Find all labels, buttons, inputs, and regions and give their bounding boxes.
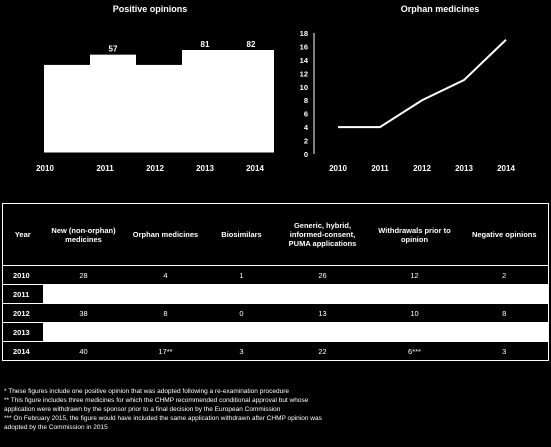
- header-orphan-medicines: Orphan medicines: [132, 230, 199, 239]
- bar: [44, 64, 90, 152]
- table-cell: 8: [163, 308, 168, 318]
- table-cell: 3: [502, 346, 507, 356]
- y-tick-label: 18: [300, 29, 308, 38]
- row-year: 2012: [13, 308, 30, 318]
- table-cell: 4: [163, 270, 168, 280]
- y-tick-label: 16: [300, 42, 308, 51]
- table-cell: 0: [239, 308, 244, 318]
- bar: [136, 64, 182, 152]
- bar: [182, 50, 228, 152]
- x-tick-label: 2014: [497, 164, 515, 173]
- table-row: 2012 38 8 0 13 10 8: [2, 304, 549, 323]
- table-row: 2013: [2, 322, 549, 342]
- y-tick-label: 12: [300, 69, 308, 78]
- table-cell: 1: [239, 270, 244, 280]
- x-tick-label: 2012: [413, 164, 431, 173]
- y-tick-label: 0: [304, 150, 308, 159]
- header-new-medicines: New (non-orphan) medicines: [51, 225, 116, 244]
- x-tick-label: 2011: [96, 164, 114, 173]
- table-header-row: Year New (non-orphan) medicines Orphan m…: [2, 204, 549, 266]
- table-cell: 22: [318, 346, 327, 356]
- x-tick-label: 2011: [371, 164, 389, 173]
- footnote: ** This figure includes three medicines …: [4, 397, 309, 404]
- bar: [90, 54, 136, 153]
- redacted-band: [42, 284, 549, 304]
- footnote: * These figures include one positive opi…: [4, 388, 289, 395]
- table-cell: 38: [79, 308, 88, 318]
- table-cell: 2: [502, 270, 507, 280]
- footnote: adopted by the Commission in 2015: [4, 424, 108, 431]
- y-tick-label: 10: [300, 83, 308, 92]
- bar-value-label: 57: [109, 45, 118, 54]
- header-withdrawals: Withdrawals prior to opinion: [378, 225, 451, 244]
- table-cell: 3: [239, 346, 244, 356]
- y-tick-label: 14: [300, 56, 309, 65]
- chart-title: Positive opinions: [112, 4, 188, 14]
- x-tick-label: 2013: [455, 164, 473, 173]
- x-tick-label: 2010: [329, 164, 347, 173]
- header-year: Year: [14, 230, 31, 239]
- header-biosimilars: Biosimilars: [221, 230, 262, 239]
- bar: [228, 50, 274, 152]
- table-cell: 6***: [408, 346, 421, 356]
- table-row: 2011: [2, 284, 549, 304]
- table-cell: 40: [79, 346, 88, 356]
- footnote: application were withdrawn by the sponso…: [4, 406, 281, 413]
- row-year: 2011: [13, 289, 30, 299]
- chart-title: Orphan medicines: [400, 4, 480, 14]
- table-row: 2014 40 17** 3 22 6*** 3: [3, 342, 549, 361]
- orphan-line: [338, 39, 507, 129]
- row-year: 2010: [13, 270, 30, 280]
- bar-value-label: 82: [247, 40, 256, 49]
- orphan-medicines-chart: Orphan medicines 0 2 4 6 8 10 12 14 16 18 2010 2011…: [280, 0, 551, 190]
- y-tick-label: 8: [304, 96, 308, 105]
- line-chart-svg: 0 2 4 6 8 10 12 14 16 18 2010 2011 2012 2013 2014: [300, 29, 516, 173]
- positive-opinions-chart: Positive opinions 2010 57 2011 2012 81 2013 82…: [0, 0, 280, 190]
- table-row: 2010 28 4 1 26 12 2: [2, 266, 549, 285]
- x-tick-label: 2012: [146, 164, 164, 173]
- row-year: 2014: [13, 346, 30, 356]
- footnote: *** On February 2015, the figure would h…: [4, 415, 322, 422]
- bar-chart-svg: 2010 57 2011 2012 81 2013 82 2014: [36, 40, 274, 173]
- header-negative-opinions: Negative opinions: [471, 230, 537, 239]
- x-tick-label: 2010: [36, 164, 54, 173]
- table-cell: 17**: [158, 346, 173, 356]
- opinions-table: Year New (non-orphan) medicines Orphan m…: [2, 203, 549, 361]
- x-tick-label: 2014: [246, 164, 264, 173]
- y-tick-label: 4: [304, 123, 309, 132]
- header-generic-hybrid: Generic, hybrid, informed-consent, PUMA …: [288, 221, 357, 248]
- y-tick-label: 6: [304, 110, 308, 119]
- redacted-band: [42, 322, 549, 342]
- x-tick-label: 2013: [196, 164, 214, 173]
- table-cell: 8: [502, 308, 507, 318]
- bar-value-label: 81: [201, 40, 210, 49]
- table-cell: 12: [410, 270, 419, 280]
- row-year: 2013: [13, 327, 30, 337]
- table-cell: 26: [318, 270, 327, 280]
- table-cell: 28: [79, 270, 88, 280]
- y-tick-label: 2: [304, 137, 308, 146]
- footnotes: * These figures include one positive opi…: [4, 387, 322, 432]
- table-cell: 13: [318, 308, 327, 318]
- table-cell: 10: [410, 308, 419, 318]
